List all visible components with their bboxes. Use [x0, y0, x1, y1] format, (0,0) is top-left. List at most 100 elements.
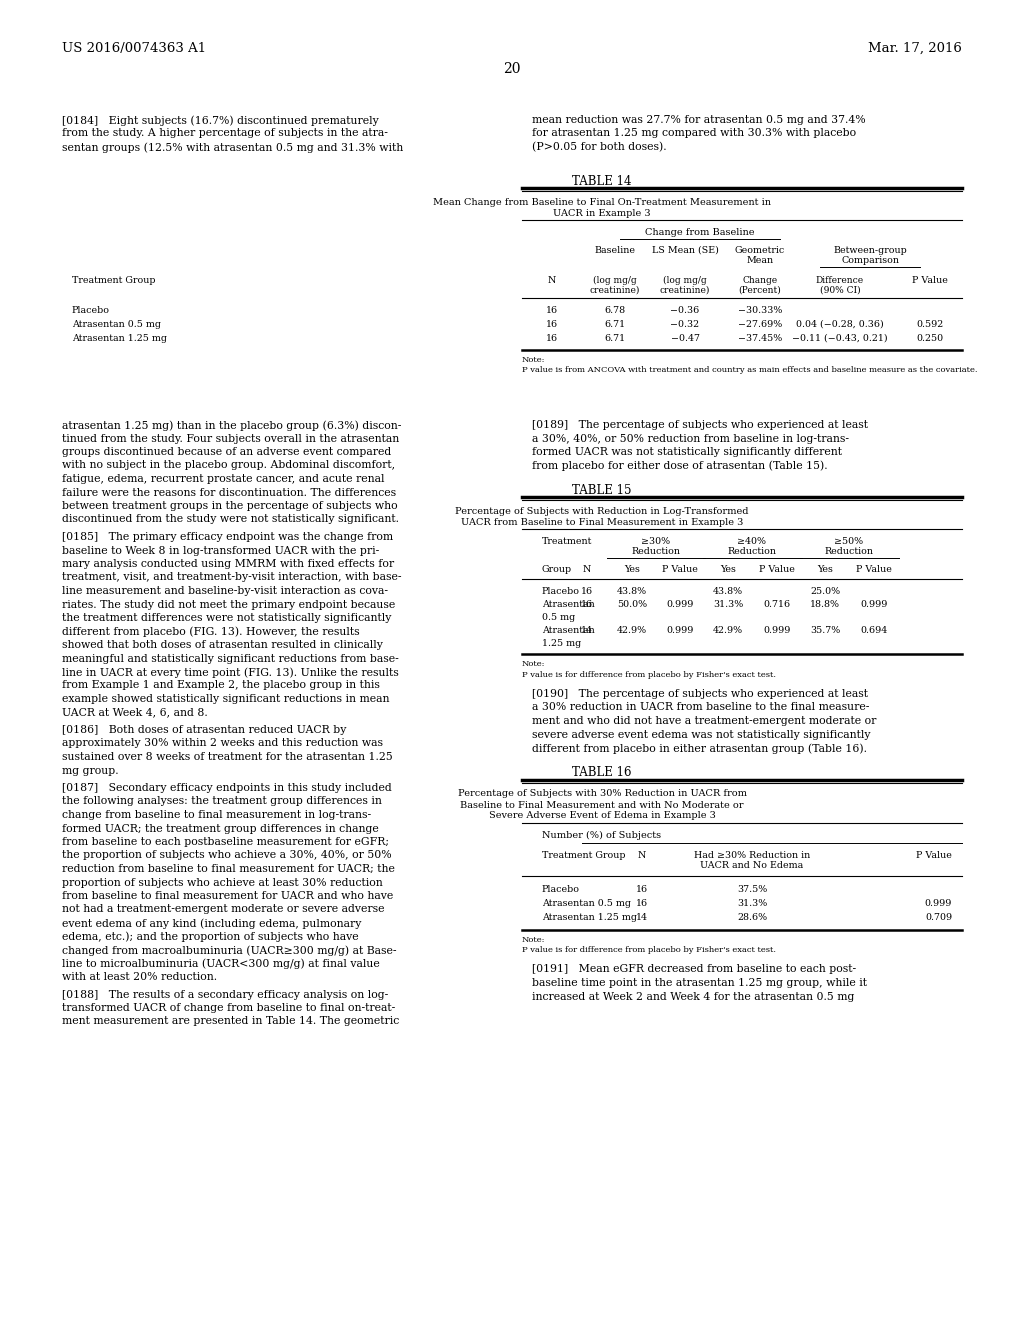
Text: change from baseline to final measurement in log-trans-: change from baseline to final measuremen…: [62, 810, 371, 820]
Text: N: N: [583, 565, 591, 574]
Text: Percentage of Subjects with Reduction in Log-Transformed: Percentage of Subjects with Reduction in…: [456, 507, 749, 516]
Text: approximately 30% within 2 weeks and this reduction was: approximately 30% within 2 weeks and thi…: [62, 738, 383, 748]
Text: 1.25 mg: 1.25 mg: [542, 639, 582, 648]
Text: showed that both doses of atrasentan resulted in clinically: showed that both doses of atrasentan res…: [62, 640, 383, 649]
Text: [0186]   Both doses of atrasentan reduced UACR by: [0186] Both doses of atrasentan reduced …: [62, 725, 346, 735]
Text: 16: 16: [636, 886, 648, 895]
Text: creatinine): creatinine): [659, 286, 711, 294]
Text: −0.36: −0.36: [671, 306, 699, 315]
Text: 6.78: 6.78: [604, 306, 626, 315]
Text: Placebo: Placebo: [72, 306, 110, 315]
Text: groups discontinued because of an adverse event compared: groups discontinued because of an advers…: [62, 447, 391, 457]
Text: (log mg/g: (log mg/g: [593, 276, 637, 285]
Text: mary analysis conducted using MMRM with fixed effects for: mary analysis conducted using MMRM with …: [62, 558, 394, 569]
Text: 16: 16: [581, 601, 593, 609]
Text: Geometric: Geometric: [735, 246, 785, 255]
Text: not had a treatment-emergent moderate or severe adverse: not had a treatment-emergent moderate or…: [62, 904, 384, 915]
Text: the proportion of subjects who achieve a 30%, 40%, or 50%: the proportion of subjects who achieve a…: [62, 850, 391, 861]
Text: (P>0.05 for both doses).: (P>0.05 for both doses).: [532, 143, 667, 152]
Text: UACR at Week 4, 6, and 8.: UACR at Week 4, 6, and 8.: [62, 708, 208, 718]
Text: −0.32: −0.32: [671, 319, 699, 329]
Text: Comparison: Comparison: [841, 256, 899, 265]
Text: Yes: Yes: [624, 565, 640, 574]
Text: 0.999: 0.999: [667, 601, 693, 609]
Text: between treatment groups in the percentage of subjects who: between treatment groups in the percenta…: [62, 502, 397, 511]
Text: Yes: Yes: [720, 565, 736, 574]
Text: 35.7%: 35.7%: [810, 626, 840, 635]
Text: formed UACR; the treatment group differences in change: formed UACR; the treatment group differe…: [62, 824, 379, 833]
Text: Baseline: Baseline: [595, 246, 636, 255]
Text: sentan groups (12.5% with atrasentan 0.5 mg and 31.3% with: sentan groups (12.5% with atrasentan 0.5…: [62, 143, 403, 153]
Text: [0189]   The percentage of subjects who experienced at least: [0189] The percentage of subjects who ex…: [532, 420, 868, 430]
Text: N: N: [638, 850, 646, 859]
Text: mean reduction was 27.7% for atrasentan 0.5 mg and 37.4%: mean reduction was 27.7% for atrasentan …: [532, 115, 865, 125]
Text: TABLE 16: TABLE 16: [572, 767, 632, 780]
Text: UACR and No Edema: UACR and No Edema: [700, 862, 804, 870]
Text: −30.33%: −30.33%: [738, 306, 782, 315]
Text: 16: 16: [581, 587, 593, 597]
Text: 6.71: 6.71: [604, 319, 626, 329]
Text: Atrasentan 0.5 mg: Atrasentan 0.5 mg: [542, 899, 631, 908]
Text: from the study. A higher percentage of subjects in the atra-: from the study. A higher percentage of s…: [62, 128, 388, 139]
Text: ment and who did not have a treatment-emergent moderate or: ment and who did not have a treatment-em…: [532, 715, 877, 726]
Text: Difference: Difference: [816, 276, 864, 285]
Text: Between-group: Between-group: [834, 246, 907, 255]
Text: Note:: Note:: [522, 936, 546, 944]
Text: riates. The study did not meet the primary endpoint because: riates. The study did not meet the prima…: [62, 599, 395, 610]
Text: 43.8%: 43.8%: [616, 587, 647, 597]
Text: [0184]   Eight subjects (16.7%) discontinued prematurely: [0184] Eight subjects (16.7%) discontinu…: [62, 115, 379, 125]
Text: TABLE 14: TABLE 14: [572, 176, 632, 187]
Text: a 30% reduction in UACR from baseline to the final measure-: a 30% reduction in UACR from baseline to…: [532, 702, 869, 713]
Text: the following analyses: the treatment group differences in: the following analyses: the treatment gr…: [62, 796, 382, 807]
Text: baseline time point in the atrasentan 1.25 mg group, while it: baseline time point in the atrasentan 1.…: [532, 978, 867, 987]
Text: 6.71: 6.71: [604, 334, 626, 343]
Text: line in UACR at every time point (FIG. 13). Unlike the results: line in UACR at every time point (FIG. 1…: [62, 667, 398, 677]
Text: P value is from ANCOVA with treatment and country as main effects and baseline m: P value is from ANCOVA with treatment an…: [522, 366, 978, 374]
Text: from Example 1 and Example 2, the placebo group in this: from Example 1 and Example 2, the placeb…: [62, 681, 380, 690]
Text: for atrasentan 1.25 mg compared with 30.3% with placebo: for atrasentan 1.25 mg compared with 30.…: [532, 128, 856, 139]
Text: Baseline to Final Measurement and with No Moderate or: Baseline to Final Measurement and with N…: [460, 800, 743, 809]
Text: Mean: Mean: [746, 256, 773, 265]
Text: Severe Adverse Event of Edema in Example 3: Severe Adverse Event of Edema in Example…: [488, 812, 716, 821]
Text: different from placebo (FIG. 13). However, the results: different from placebo (FIG. 13). Howeve…: [62, 627, 359, 638]
Text: 31.3%: 31.3%: [713, 601, 743, 609]
Text: Treatment Group: Treatment Group: [542, 850, 626, 859]
Text: UACR in Example 3: UACR in Example 3: [553, 209, 651, 218]
Text: (Percent): (Percent): [738, 286, 781, 294]
Text: Change from Baseline: Change from Baseline: [645, 228, 755, 238]
Text: ment measurement are presented in Table 14. The geometric: ment measurement are presented in Table …: [62, 1016, 399, 1027]
Text: 0.694: 0.694: [860, 626, 888, 635]
Text: P Value: P Value: [856, 565, 892, 574]
Text: Placebo: Placebo: [542, 587, 580, 597]
Text: Mean Change from Baseline to Final On-Treatment Measurement in: Mean Change from Baseline to Final On-Tr…: [433, 198, 771, 207]
Text: atrasentan 1.25 mg) than in the placebo group (6.3%) discon-: atrasentan 1.25 mg) than in the placebo …: [62, 420, 401, 430]
Text: Change: Change: [742, 276, 777, 285]
Text: 0.250: 0.250: [916, 334, 943, 343]
Text: fatigue, edema, recurrent prostate cancer, and acute renal: fatigue, edema, recurrent prostate cance…: [62, 474, 384, 484]
Text: N: N: [548, 276, 556, 285]
Text: 16: 16: [546, 334, 558, 343]
Text: from placebo for either dose of atrasentan (Table 15).: from placebo for either dose of atrasent…: [532, 461, 827, 471]
Text: −0.47: −0.47: [671, 334, 699, 343]
Text: mg group.: mg group.: [62, 766, 119, 776]
Text: US 2016/0074363 A1: US 2016/0074363 A1: [62, 42, 206, 55]
Text: meaningful and statistically significant reductions from base-: meaningful and statistically significant…: [62, 653, 398, 664]
Text: 0.716: 0.716: [764, 601, 791, 609]
Text: 42.9%: 42.9%: [616, 626, 647, 635]
Text: Atrasentan 1.25 mg: Atrasentan 1.25 mg: [72, 334, 167, 343]
Text: reduction from baseline to final measurement for UACR; the: reduction from baseline to final measure…: [62, 865, 395, 874]
Text: ≥30%: ≥30%: [641, 537, 671, 546]
Text: the treatment differences were not statistically significantly: the treatment differences were not stati…: [62, 612, 391, 623]
Text: P Value: P Value: [663, 565, 698, 574]
Text: ≥50%: ≥50%: [835, 537, 863, 546]
Text: Percentage of Subjects with 30% Reduction in UACR from: Percentage of Subjects with 30% Reductio…: [458, 789, 746, 799]
Text: Mar. 17, 2016: Mar. 17, 2016: [868, 42, 962, 55]
Text: P value is for difference from placebo by Fisher's exact test.: P value is for difference from placebo b…: [522, 946, 776, 954]
Text: (log mg/g: (log mg/g: [664, 276, 707, 285]
Text: 0.04 (−0.28, 0.36): 0.04 (−0.28, 0.36): [796, 319, 884, 329]
Text: changed from macroalbuminuria (UACR≥300 mg/g) at Base-: changed from macroalbuminuria (UACR≥300 …: [62, 945, 396, 956]
Text: P Value: P Value: [912, 276, 948, 285]
Text: line to microalbuminuria (UACR<300 mg/g) at final value: line to microalbuminuria (UACR<300 mg/g)…: [62, 958, 380, 969]
Text: creatinine): creatinine): [590, 286, 640, 294]
Text: sustained over 8 weeks of treatment for the atrasentan 1.25: sustained over 8 weeks of treatment for …: [62, 752, 393, 762]
